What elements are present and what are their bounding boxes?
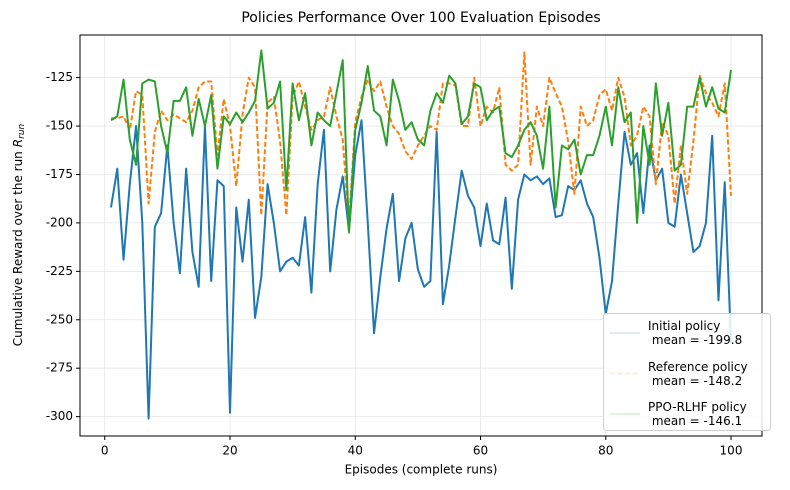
y-axis-label: Cumulative Reward over the run Rrun (11, 123, 27, 346)
chart-title: Policies Performance Over 100 Evaluation… (241, 10, 600, 26)
x-tick-label: 20 (222, 444, 237, 458)
series-line (110, 119, 732, 420)
y-axis-label-text: Cumulative Reward over the run (11, 151, 25, 346)
x-axis-label: Episodes (complete runs) (345, 463, 498, 477)
legend: Initial policy mean = -199.8 Reference po… (603, 313, 771, 431)
x-tick-label: 100 (720, 444, 743, 458)
y-tick-label: -200 (46, 215, 73, 229)
legend-label: Initial policy mean = -199.8 (648, 319, 743, 347)
series-line (111, 51, 732, 224)
y-tick-label: -150 (46, 119, 73, 133)
y-tick-label: -300 (46, 409, 73, 423)
y-tick-label: -275 (46, 361, 73, 375)
y-axis-label-symbol: R (11, 139, 25, 147)
plot-frame (79, 34, 763, 437)
y-tick-label: -175 (46, 167, 73, 181)
y-axis-label-subscript: run (17, 123, 27, 138)
x-tick-label: 60 (473, 444, 488, 458)
y-tick-label: -250 (46, 312, 73, 326)
series-line (110, 49, 732, 234)
x-tick-label: 40 (348, 444, 363, 458)
x-tick-label: 80 (598, 444, 613, 458)
x-tick-label: 0 (101, 444, 109, 458)
legend-label: PPO-RLHF policy mean = -146.1 (648, 400, 747, 428)
y-tick-label: -225 (46, 264, 73, 278)
legend-label: Reference policy mean = -148.2 (648, 359, 748, 388)
y-tick-label: -125 (46, 70, 73, 84)
